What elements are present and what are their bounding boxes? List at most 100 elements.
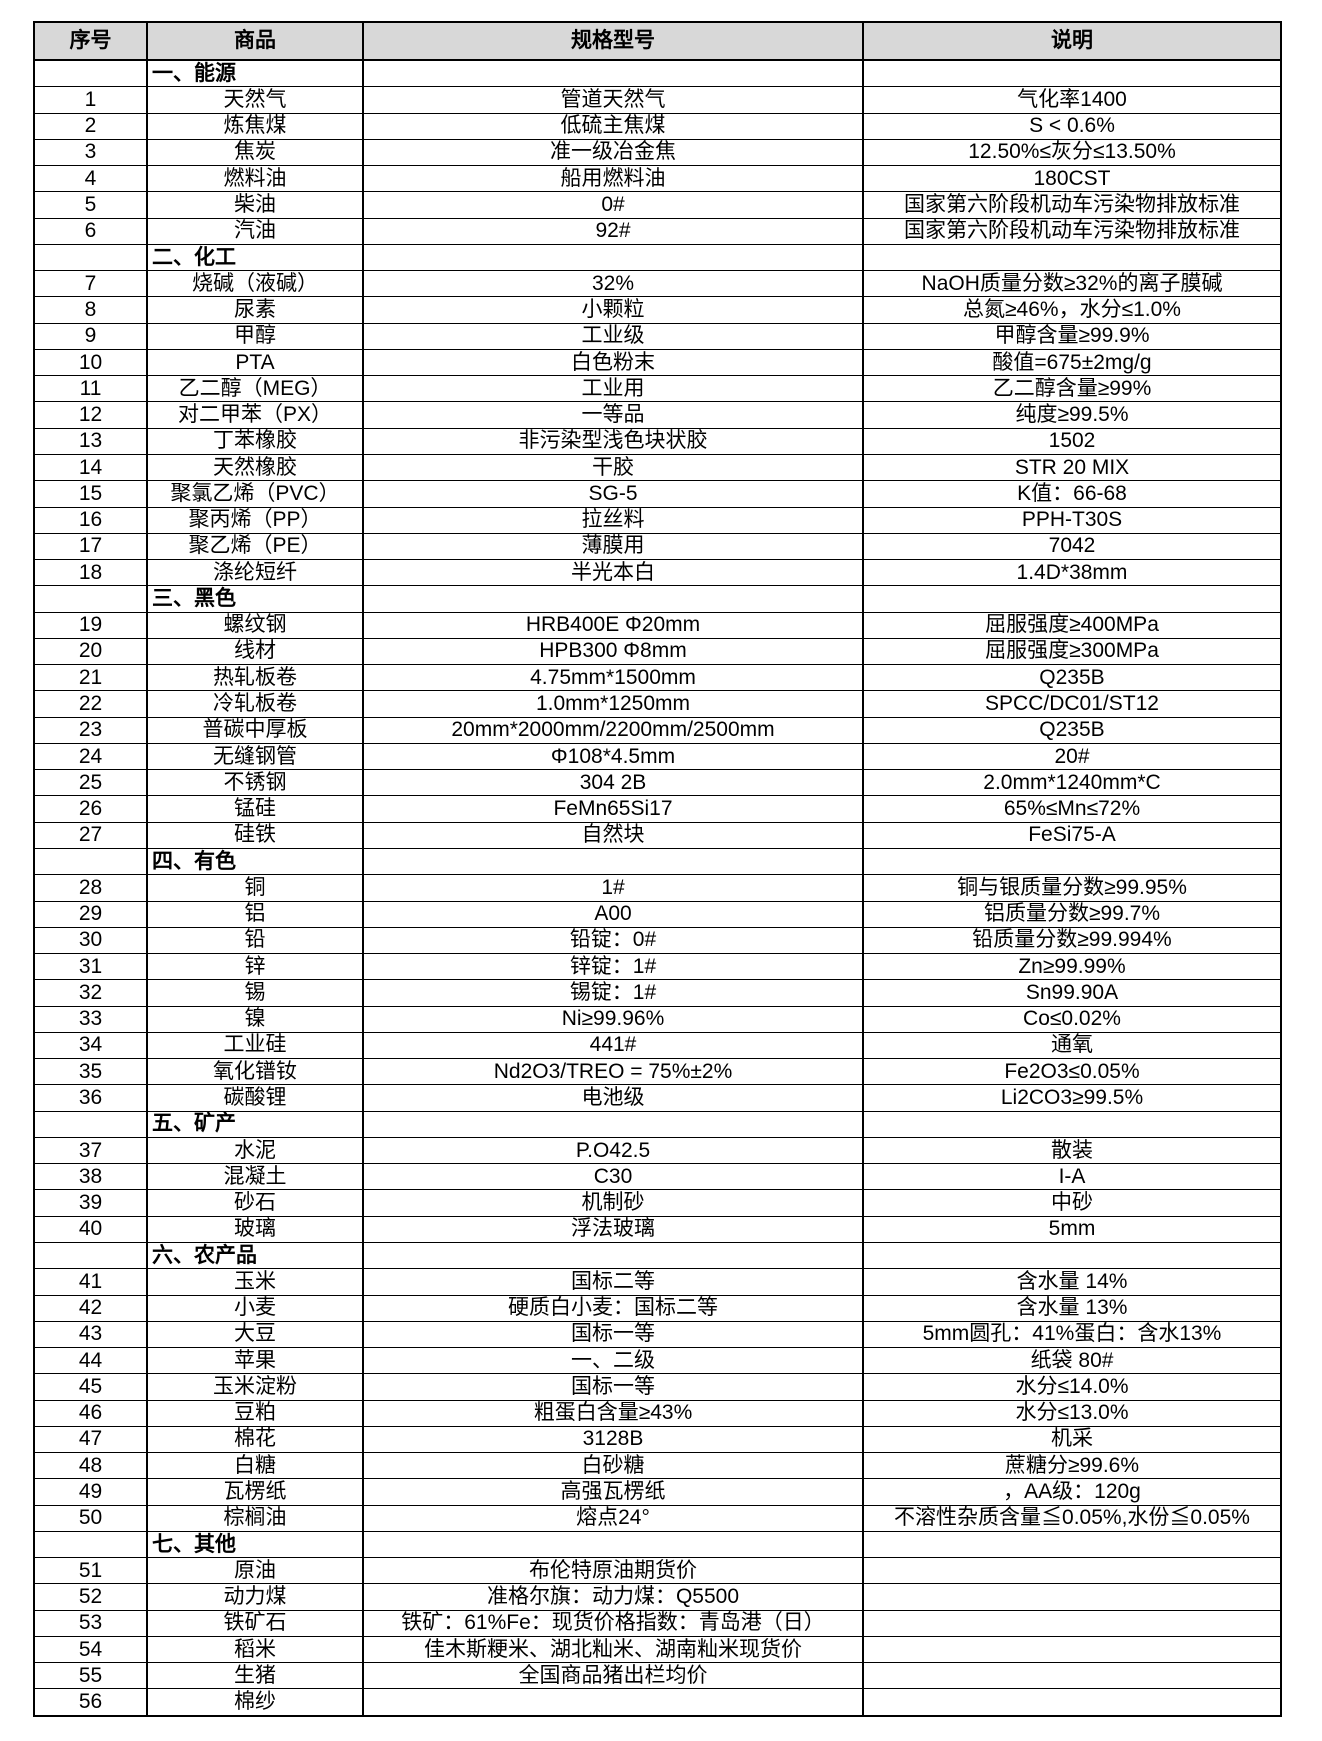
row-spec-cell: 拉丝料 [362,506,864,534]
row-desc-cell: 国家第六阶段机动车污染物排放标准 [862,217,1282,245]
row-no-cell: 54 [33,1635,148,1664]
table-row: 54 稻米 佳木斯粳米、湖北籼米、湖南籼米现货价 [33,1635,1282,1664]
row-no-cell: 41 [33,1268,148,1296]
table-row: 15 聚氯乙烯（PVC） SG-5 K值：66-68 [33,480,1282,508]
row-name-cell: 炼焦煤 [146,112,364,140]
table-row: 22 冷轧板卷 1.0mm*1250mm SPCC/DC01/ST12 [33,690,1282,718]
section-row: 六、农产品 [33,1241,1282,1270]
row-spec-cell: 全国商品猪出栏均价 [362,1662,864,1690]
table-row: 32 锡锡锭：1# Sn99.90A [33,979,1282,1007]
section-no-cell [33,1110,148,1138]
row-no-cell: 19 [33,611,148,639]
row-name-cell: 稻米 [146,1635,364,1664]
row-spec-cell: 工业用 [362,375,864,403]
table-row: 26 锰硅 FeMn65Si17 65%≤Mn≤72% [33,795,1282,823]
row-name-cell: 天然气 [146,86,364,114]
row-desc-cell [862,1557,1282,1585]
section-no-cell [33,59,148,88]
row-no-cell: 49 [33,1478,148,1506]
table-row: 16 聚丙烯（PP） 拉丝料 PPH-T30S [33,506,1282,534]
row-name-cell: 焦炭 [146,138,364,167]
section-desc-cell [862,59,1282,88]
row-name-cell: 无缝钢管 [146,742,364,771]
row-desc-cell [862,1609,1282,1637]
table-row: 53 铁矿石 铁矿：61%Fe：现货价格指数：青岛港（日） [33,1609,1282,1637]
row-no-cell: 2 [33,112,148,140]
row-desc-cell: Q235B [862,716,1282,744]
table-row: 14 天然橡胶 干胶 STR 20 MIX [33,453,1282,482]
row-desc-cell: 屈服强度≥300MPa [862,637,1282,666]
table-row: 28 铜 1# 铜与银质量分数≥99.95% [33,874,1282,902]
row-name-cell: 烧碱（液碱） [146,270,364,298]
table-row: 29 铝 A00 铝质量分数≥99.7% [33,900,1282,928]
row-spec-cell: 非污染型浅色块状胶 [362,427,864,456]
section-row: 四、有色 [33,847,1282,876]
table-row: 44 苹果 一、二级 纸袋 80# [33,1347,1282,1375]
row-no-cell: 20 [33,637,148,666]
row-desc-cell: 水分≤13.0% [862,1399,1282,1427]
section-desc-cell [862,1241,1282,1270]
table-row: 46 豆粕 粗蛋白含量≥43% 水分≤13.0% [33,1399,1282,1427]
table-row: 20 线材 HPB300 Φ8mm 屈服强度≥300MPa [33,637,1282,666]
table-row: 21 热轧板卷 4.75mm*1500mm Q235B [33,664,1282,692]
row-spec-cell: 熔点24° [362,1504,864,1532]
row-spec-cell: 国标二等 [362,1268,864,1296]
section-row: 二、化工 [33,243,1282,272]
table-row: 18 涤纶短纤 半光本白 1.4D*38mm [33,559,1282,587]
row-desc-cell: PPH-T30S [862,506,1282,534]
row-name-cell: 混凝土 [146,1163,364,1191]
row-name-cell: 铝 [146,900,364,928]
row-spec-cell: Nd2O3/TREO = 75%±2% [362,1058,864,1086]
table-row: 37 水泥 P.O42.5 散装 [33,1136,1282,1165]
table-row: 3 焦炭 准一级冶金焦 12.50%≤灰分≤13.50% [33,138,1282,167]
row-desc-cell: ，AA级：120g [862,1478,1282,1506]
row-desc-cell: K值：66-68 [862,480,1282,508]
row-name-cell: 线材 [146,637,364,666]
row-spec-cell: Φ108*4.5mm [362,742,864,771]
section-desc-cell [862,1110,1282,1138]
row-spec-cell: 布伦特原油期货价 [362,1557,864,1585]
header-cell-spec: 规格型号 [362,21,864,61]
row-desc-cell: FeSi75-A [862,821,1282,849]
row-name-cell: 棉花 [146,1425,364,1454]
section-title-cell: 五、矿产 [146,1110,364,1138]
row-no-cell: 30 [33,926,148,955]
row-spec-cell: 1# [362,874,864,902]
table-row: 2 炼焦煤 低硫主焦煤 S < 0.6% [33,112,1282,140]
section-no-cell [33,1530,148,1559]
section-desc-cell [862,585,1282,613]
row-spec-cell: 低硫主焦煤 [362,112,864,140]
section-title-cell: 四、有色 [146,847,364,876]
row-no-cell: 35 [33,1058,148,1086]
section-title-cell: 二、化工 [146,243,364,272]
row-spec-cell: 92# [362,217,864,245]
row-no-cell: 55 [33,1662,148,1690]
row-desc-cell: 纸袋 80# [862,1347,1282,1375]
table-row: 42 小麦 硬质白小麦：国标二等 含水量 13% [33,1294,1282,1322]
table-row: 49 瓦楞纸 高强瓦楞纸 ，AA级：120g [33,1478,1282,1506]
row-desc-cell: 5mm [862,1215,1282,1243]
row-desc-cell [862,1662,1282,1690]
row-desc-cell: 铝质量分数≥99.7% [862,900,1282,928]
table-row: 6 汽油 92# 国家第六阶段机动车污染物排放标准 [33,217,1282,245]
row-no-cell: 1 [33,86,148,114]
table-header: 序号 商品 规格型号 说明 [33,21,1282,61]
table-row: 12 对二甲苯（PX） 一等品 纯度≥99.5% [33,401,1282,429]
row-no-cell: 44 [33,1347,148,1375]
table-row: 31 锌锌锭：1# Zn≥99.99% [33,953,1282,981]
row-no-cell: 34 [33,1031,148,1060]
section-title-cell: 一、能源 [146,59,364,88]
row-name-cell: 热轧板卷 [146,664,364,692]
row-spec-cell: 白色粉末 [362,348,864,377]
row-name-cell: 锡 [146,979,364,1007]
table-row: 45 玉米淀粉 国标一等 水分≤14.0% [33,1373,1282,1401]
row-desc-cell: 铅质量分数≥99.994% [862,926,1282,955]
row-spec-cell: 自然块 [362,821,864,849]
row-no-cell: 52 [33,1583,148,1611]
row-name-cell: 硅铁 [146,821,364,849]
row-name-cell: 冷轧板卷 [146,690,364,718]
row-desc-cell: 气化率1400 [862,86,1282,114]
row-spec-cell: 浮法玻璃 [362,1215,864,1243]
section-desc-cell [862,1530,1282,1559]
row-name-cell: 聚丙烯（PP） [146,506,364,534]
